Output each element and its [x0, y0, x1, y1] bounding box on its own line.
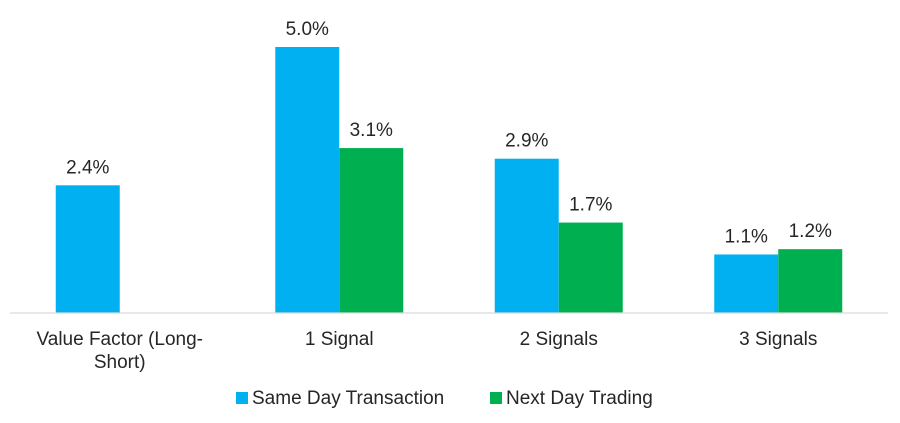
- bar-same-day-2: [494, 158, 559, 313]
- bar-same-day-1: [275, 47, 340, 313]
- value-label-1-1: 3.1%: [350, 120, 393, 141]
- legend-swatch-same-day: [236, 392, 248, 404]
- legend-label-same-day: Same Day Transaction: [252, 388, 444, 409]
- bar-next-day-2: [558, 222, 623, 313]
- legend-swatch-next-day: [490, 392, 502, 404]
- value-label-1-2: 1.7%: [569, 195, 612, 216]
- bar-next-day-1: [339, 148, 404, 313]
- bar-next-day-3: [778, 249, 843, 313]
- value-label-0-0: 2.4%: [66, 157, 109, 178]
- bar-same-day-3: [714, 254, 779, 313]
- legend-label-next-day: Next Day Trading: [506, 388, 653, 409]
- category-labels-group: Value Factor (Long-Short) 1 Signal 2 Signa…: [36, 329, 817, 373]
- value-label-1-3: 1.2%: [789, 221, 832, 242]
- category-label-2-line-0: 2 Signals: [520, 329, 598, 350]
- value-label-0-2: 2.9%: [505, 131, 548, 152]
- value-label-0-1: 5.0%: [286, 19, 329, 40]
- category-label-0-line-1: Short): [94, 352, 146, 373]
- bars-group: [55, 47, 843, 313]
- value-label-0-3: 1.1%: [725, 226, 768, 247]
- legend: Same Day Transaction Next Day Trading: [236, 388, 653, 409]
- category-label-3-line-0: 3 Signals: [739, 329, 817, 350]
- category-label-1-line-0: 1 Signal: [305, 329, 374, 350]
- value-labels-group: 2.4% 5.0% 3.1% 2.9% 1.7% 1.1% 1.2%: [66, 19, 832, 247]
- bar-same-day-0: [55, 185, 120, 313]
- category-label-0-line-0: Value Factor (Long-: [36, 329, 203, 350]
